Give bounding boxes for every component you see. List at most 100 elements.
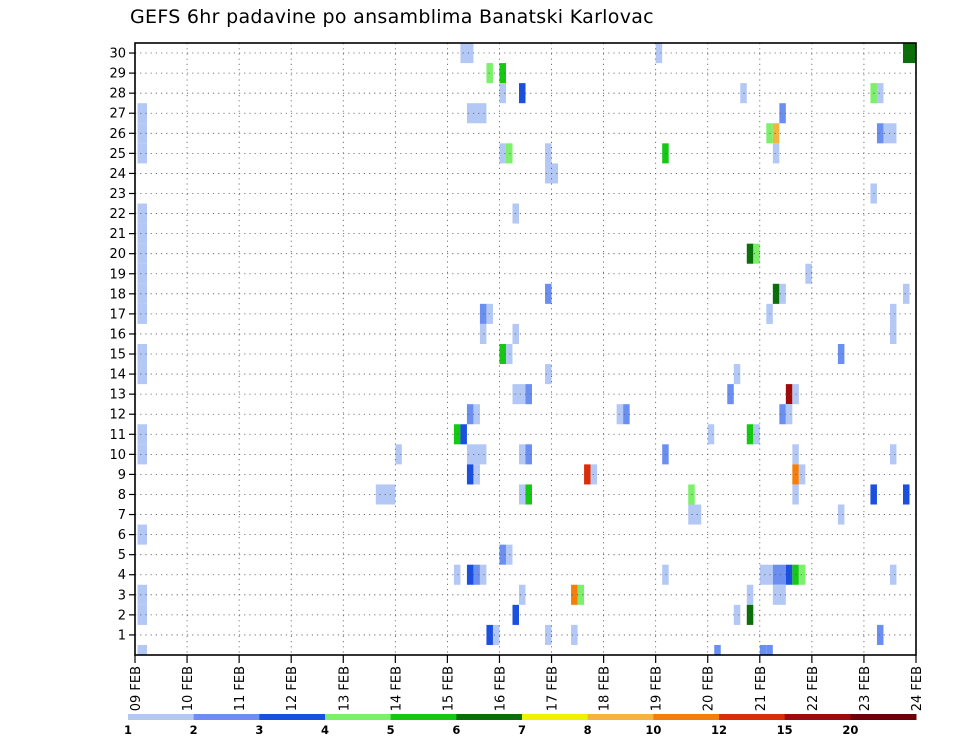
heatmap-cell bbox=[137, 584, 148, 605]
legend-label: 4 bbox=[321, 723, 329, 737]
y-tick-label: 25 bbox=[109, 147, 126, 162]
heatmap-cell bbox=[655, 43, 663, 64]
heatmap-cell bbox=[545, 624, 552, 645]
heatmap-cell bbox=[746, 243, 754, 264]
y-tick-label: 3 bbox=[118, 588, 126, 603]
heatmap-cell bbox=[137, 283, 148, 304]
heatmap-cell bbox=[876, 624, 884, 645]
x-tick-label: 12 FEB bbox=[285, 666, 300, 711]
legend-label: 8 bbox=[584, 723, 592, 737]
x-tick-label: 22 FEB bbox=[806, 666, 821, 711]
heatmap-cell bbox=[779, 404, 786, 425]
x-tick-label: 24 FEB bbox=[910, 666, 925, 711]
y-tick-label: 9 bbox=[118, 468, 126, 483]
legend-label: 2 bbox=[190, 723, 198, 737]
y-tick-label: 7 bbox=[118, 508, 126, 523]
heatmap-cell bbox=[473, 564, 480, 585]
legend-label: 15 bbox=[777, 723, 793, 737]
heatmap-cell bbox=[733, 604, 741, 625]
y-tick-label: 14 bbox=[109, 368, 126, 383]
plot-frame bbox=[134, 42, 917, 656]
heatmap-cell bbox=[837, 504, 845, 525]
legend-swatch bbox=[259, 714, 326, 720]
heatmap-cell bbox=[525, 484, 533, 505]
heatmap-cell bbox=[876, 83, 884, 104]
heatmap-cell bbox=[137, 203, 148, 224]
y-tick-label: 22 bbox=[109, 207, 126, 222]
y-tick-label: 12 bbox=[109, 408, 126, 423]
heatmap-cell bbox=[137, 263, 148, 284]
x-tick-label: 21 FEB bbox=[754, 666, 769, 711]
y-tick-label: 30 bbox=[109, 47, 126, 62]
heatmap-cells bbox=[137, 43, 916, 655]
heatmap-cell bbox=[902, 283, 910, 304]
heatmap-cell bbox=[584, 464, 591, 485]
legend-swatch bbox=[193, 714, 260, 720]
heatmap-cell bbox=[902, 43, 916, 64]
heatmap-cell bbox=[499, 63, 506, 84]
legend-swatch bbox=[784, 714, 851, 720]
x-tick-label: 10 FEB bbox=[181, 666, 196, 711]
heatmap-cell bbox=[466, 564, 474, 585]
x-tick-label: 23 FEB bbox=[858, 666, 873, 711]
heatmap-cell bbox=[466, 103, 487, 124]
heatmap-cell bbox=[733, 364, 741, 385]
heatmap-cell bbox=[505, 143, 513, 164]
y-tick-label: 5 bbox=[118, 548, 126, 563]
legend-swatch bbox=[390, 714, 457, 720]
y-tick-label: 20 bbox=[109, 247, 126, 262]
heatmap-cell bbox=[714, 644, 721, 655]
heatmap-cell bbox=[889, 564, 897, 585]
heatmap-cell bbox=[453, 424, 461, 445]
heatmap-cell bbox=[727, 384, 734, 405]
heatmap-cell bbox=[479, 564, 487, 585]
heatmap-cell bbox=[902, 484, 910, 505]
y-tick-label: 24 bbox=[109, 167, 126, 182]
heatmap-cell bbox=[798, 564, 806, 585]
heatmap-cell bbox=[571, 584, 578, 605]
heatmap-cell bbox=[499, 83, 506, 104]
legend-swatch bbox=[522, 714, 589, 720]
legend-swatch bbox=[850, 714, 917, 720]
heatmap-cell bbox=[759, 644, 767, 655]
legend-swatch bbox=[719, 714, 786, 720]
heatmap-cell bbox=[785, 384, 793, 405]
heatmap-cell bbox=[518, 444, 526, 465]
heatmap-cell bbox=[616, 404, 624, 425]
heatmap-cell bbox=[525, 444, 533, 465]
x-tick-label: 16 FEB bbox=[493, 666, 508, 711]
legend-label: 3 bbox=[255, 723, 263, 737]
legend-label: 1 bbox=[124, 723, 132, 737]
x-axis: 09 FEB 10 FEB 11 FEB 12 FEB 13 FEB 14 FEB 15 F… bbox=[129, 655, 925, 711]
heatmap-cell bbox=[453, 564, 461, 585]
heatmap-cell bbox=[466, 464, 474, 485]
heatmap-cell bbox=[545, 283, 552, 304]
x-tick-label: 14 FEB bbox=[389, 666, 404, 711]
y-tick-label: 29 bbox=[109, 67, 126, 82]
heatmap-cell bbox=[746, 604, 754, 625]
heatmap-cell bbox=[473, 464, 480, 485]
heatmap-cell bbox=[512, 384, 526, 405]
heatmap-cell bbox=[137, 303, 148, 324]
heatmap-cell bbox=[499, 343, 506, 365]
heatmap-cell bbox=[466, 444, 487, 465]
y-tick-label: 23 bbox=[109, 187, 126, 202]
legend-label: 5 bbox=[387, 723, 395, 737]
heatmap-cell bbox=[889, 303, 897, 324]
heatmap-cell bbox=[473, 404, 480, 425]
heatmap-cell bbox=[837, 343, 845, 365]
y-tick-label: 19 bbox=[109, 267, 126, 282]
y-tick-label: 2 bbox=[118, 608, 126, 623]
legend-swatch bbox=[587, 714, 654, 720]
heatmap-cell bbox=[545, 364, 552, 385]
heatmap-cell bbox=[688, 504, 702, 525]
x-tick-label: 19 FEB bbox=[650, 666, 665, 711]
heatmap-cell bbox=[525, 384, 533, 405]
heatmap-cell bbox=[571, 624, 578, 645]
heatmap-cell bbox=[772, 123, 780, 144]
heatmap-cell bbox=[876, 123, 884, 144]
heatmap-cell bbox=[772, 564, 786, 585]
heatmap-cell bbox=[137, 524, 148, 545]
